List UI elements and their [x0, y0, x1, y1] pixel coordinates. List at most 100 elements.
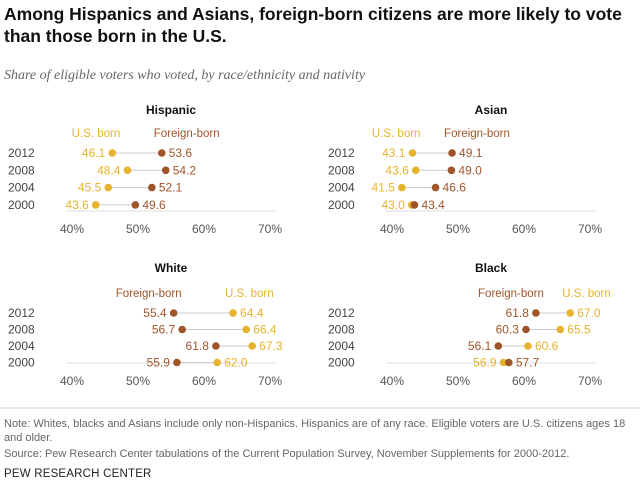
year-label: 2012 — [328, 146, 355, 160]
legend-foreign-born: Foreign-born — [116, 288, 182, 300]
foreign-born-dot — [532, 309, 540, 317]
legend-us-born: U.S. born — [225, 288, 274, 300]
x-tick-label: 40% — [380, 222, 404, 236]
us-born-value-label: 43.6 — [385, 163, 409, 177]
us-born-dot — [104, 183, 113, 192]
year-label: 2000 — [328, 356, 355, 370]
year-label: 2004 — [8, 339, 35, 353]
x-tick-label: 60% — [192, 374, 216, 388]
us-born-value-label: 65.5 — [567, 323, 591, 337]
legend-us-born: U.S. born — [72, 128, 121, 140]
x-tick-label: 40% — [60, 222, 84, 236]
us-born-dot — [398, 183, 406, 192]
foreign-born-value-label: 60.3 — [496, 323, 520, 337]
x-tick-label: 50% — [126, 374, 150, 388]
year-label: 2012 — [328, 306, 355, 320]
foreign-born-value-label: 61.8 — [186, 339, 210, 353]
x-tick-label: 50% — [126, 222, 150, 236]
foreign-born-value-label: 57.7 — [516, 356, 540, 370]
x-tick-label: 40% — [380, 374, 404, 388]
us-born-value-label: 67.0 — [577, 306, 601, 320]
x-tick-label: 60% — [512, 374, 536, 388]
foreign-born-value-label: 52.1 — [159, 181, 183, 195]
source-note: Source: Pew Research Center tabulations … — [4, 448, 570, 460]
foreign-born-value-label: 55.9 — [147, 356, 171, 370]
foreign-born-dot — [173, 358, 181, 367]
foreign-born-dot — [494, 342, 503, 350]
us-born-value-label: 43.1 — [382, 146, 406, 160]
legend-us-born: U.S. born — [372, 128, 421, 140]
foreign-born-value-label: 56.7 — [152, 323, 176, 337]
year-label: 2000 — [328, 198, 355, 212]
us-born-value-label: 45.5 — [78, 181, 102, 195]
legend-foreign-born: Foreign-born — [154, 128, 220, 140]
us-born-value-label: 46.1 — [82, 146, 106, 160]
foreign-born-dot — [447, 166, 456, 175]
foreign-born-dot — [505, 358, 513, 367]
foreign-born-dot — [161, 166, 170, 175]
foreign-born-value-label: 55.4 — [143, 306, 167, 320]
year-label: 2000 — [8, 356, 35, 370]
us-born-dot — [91, 201, 100, 209]
us-born-dot — [411, 166, 420, 175]
foreign-born-dot — [178, 325, 187, 334]
us-born-dot — [408, 149, 417, 157]
us-born-value-label: 60.6 — [535, 339, 559, 353]
us-born-value-label: 64.4 — [240, 306, 264, 320]
panel-title: Hispanic — [146, 103, 196, 117]
year-label: 2012 — [8, 146, 35, 160]
year-label: 2000 — [8, 198, 35, 212]
panel-title: Black — [475, 261, 507, 275]
foreign-born-value-label: 49.6 — [142, 198, 166, 212]
foreign-born-value-label: 56.1 — [468, 339, 492, 353]
legend-foreign-born: Foreign-born — [444, 128, 510, 140]
foreign-born-value-label: 54.2 — [173, 163, 197, 177]
x-tick-label: 70% — [578, 222, 602, 236]
chart-title: Among Hispanics and Asians, foreign-born… — [4, 4, 622, 46]
us-born-value-label: 62.0 — [224, 356, 248, 370]
us-born-value-label: 41.5 — [372, 181, 396, 195]
us-born-value-label: 67.3 — [259, 339, 283, 353]
footnote: Note: Whites, blacks and Asians include … — [4, 418, 626, 444]
year-label: 2008 — [8, 323, 35, 337]
foreign-born-value-label: 61.8 — [506, 306, 530, 320]
foreign-born-dot — [148, 183, 156, 192]
org-credit: PEW RESEARCH CENTER — [4, 468, 152, 480]
foreign-born-value-label: 53.6 — [169, 146, 193, 160]
us-born-dot — [108, 149, 117, 157]
foreign-born-dot — [431, 183, 440, 192]
foreign-born-value-label: 49.0 — [458, 163, 482, 177]
foreign-born-value-label: 49.1 — [459, 146, 483, 160]
x-tick-label: 70% — [578, 374, 602, 388]
year-label: 2012 — [8, 306, 35, 320]
year-label: 2004 — [328, 339, 355, 353]
foreign-born-dot — [157, 149, 166, 157]
us-born-value-label: 43.0 — [381, 198, 405, 212]
year-label: 2004 — [8, 181, 35, 195]
us-born-value-label: 48.4 — [97, 163, 121, 177]
us-born-dot — [248, 342, 256, 350]
us-born-value-label: 66.4 — [253, 323, 277, 337]
x-tick-label: 50% — [446, 374, 470, 388]
us-born-dot — [566, 309, 574, 317]
us-born-dot — [242, 325, 251, 334]
foreign-born-dot — [522, 325, 530, 334]
x-tick-label: 60% — [512, 222, 536, 236]
panel-title: White — [155, 261, 188, 275]
foreign-born-dot — [448, 149, 456, 157]
chart-subtitle: Share of eligible voters who voted, by r… — [4, 68, 366, 83]
foreign-born-dot — [169, 309, 178, 317]
x-tick-label: 50% — [446, 222, 470, 236]
us-born-dot — [556, 325, 565, 334]
us-born-value-label: 43.6 — [65, 198, 89, 212]
x-tick-label: 70% — [258, 374, 282, 388]
legend-us-born: U.S. born — [562, 288, 611, 300]
us-born-dot — [213, 358, 221, 367]
foreign-born-value-label: 43.4 — [421, 198, 445, 212]
x-tick-label: 60% — [192, 222, 216, 236]
panel-title: Asian — [475, 103, 508, 117]
foreign-born-dot — [410, 201, 419, 209]
legend-foreign-born: Foreign-born — [478, 288, 544, 300]
year-label: 2004 — [328, 181, 355, 195]
